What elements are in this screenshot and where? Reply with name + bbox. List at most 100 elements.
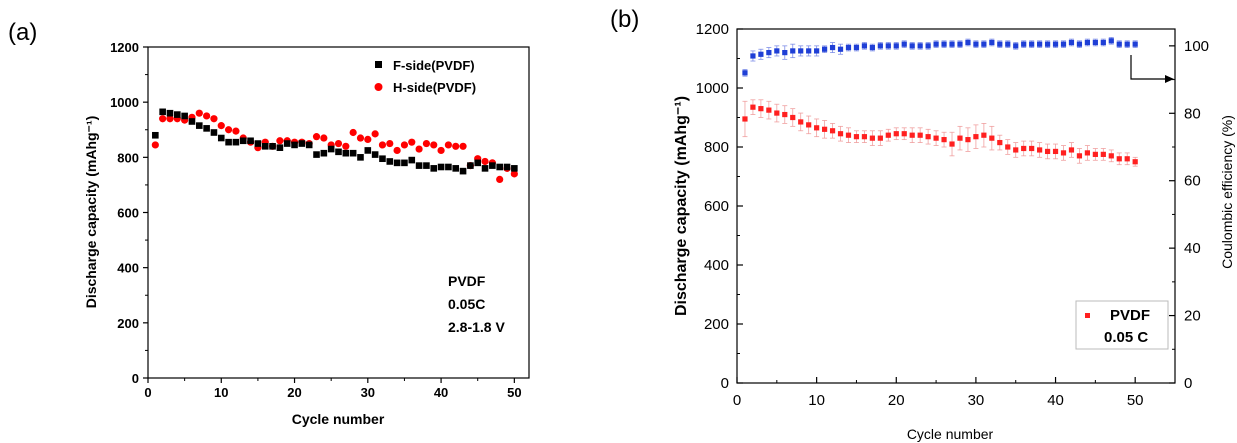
coulombic-efficiency-point (758, 51, 764, 57)
chart-b-x-tick-label: 20 (888, 392, 905, 409)
chart-a-y-tick-label: 800 (117, 150, 139, 165)
coulombic-efficiency-point (861, 43, 868, 49)
coulombic-efficiency-point (957, 41, 963, 47)
f-side-point (401, 159, 408, 167)
f-side-point (225, 138, 232, 146)
coulombic-efficiency-point (814, 48, 820, 54)
chart-b-y-tick-label: 800 (704, 139, 729, 156)
chart-b-y-tick-label: 200 (704, 316, 729, 333)
h-side-point (393, 146, 401, 155)
h-side-point (378, 141, 387, 149)
coulombic-efficiency-point (1124, 41, 1130, 47)
h-side-point (437, 146, 445, 155)
f-side-point (291, 141, 298, 149)
f-side-point (430, 165, 438, 172)
coulombic-efficiency-point (853, 44, 860, 51)
chart-a-x-tick-label: 40 (434, 385, 448, 400)
coulombic-efficiency-point (877, 43, 883, 49)
coulombic-efficiency-point (1116, 41, 1122, 47)
chart-b-x-axis-label: Cycle number (907, 426, 994, 442)
pvdf-capacity-point (806, 122, 812, 128)
coulombic-efficiency-point (933, 41, 939, 47)
pvdf-capacity-point (1084, 150, 1090, 156)
coulombic-efficiency-point (1013, 43, 1019, 49)
f-side-point (188, 118, 196, 125)
h-side-point (386, 139, 394, 148)
coulombic-efficiency-point (869, 44, 875, 51)
coulombic-efficiency-point (885, 43, 891, 49)
f-side-point (195, 122, 203, 129)
f-side-point (283, 140, 291, 147)
f-side-point (489, 162, 496, 169)
h-side-point (356, 134, 365, 142)
pvdf-capacity-point (981, 132, 987, 138)
pvdf-capacity-point (893, 131, 899, 137)
h-side-point (159, 115, 167, 123)
pvdf-capacity-point (901, 131, 907, 137)
h-side-point (312, 133, 321, 141)
f-side-point (313, 151, 320, 158)
pvdf-capacity-point (941, 137, 947, 143)
h-side-point (342, 142, 350, 150)
pvdf-capacity-point (758, 106, 764, 112)
pvdf-capacity-point (766, 107, 772, 113)
annotation-line-3: 2.8-1.8 V (448, 319, 505, 335)
coulombic-efficiency-point (1021, 41, 1027, 47)
h-side-point (203, 112, 211, 120)
chart-a-y-axis-label: Discharge capacity (mAhg⁻¹) (83, 116, 99, 309)
f-side-point (327, 145, 335, 153)
coulombic-efficiency-point (1029, 41, 1035, 47)
coulombic-efficiency-point (949, 41, 955, 47)
chart-b-y-tick-label: 1200 (696, 21, 729, 38)
right-axis-arrowhead (1165, 75, 1174, 83)
coulombic-efficiency-point (822, 46, 828, 52)
coulombic-efficiency-point (798, 48, 804, 54)
coulombic-efficiency-point (766, 50, 772, 56)
chart-b-x-tick-label: 40 (1047, 392, 1064, 409)
pvdf-capacity-point (742, 116, 748, 122)
coulombic-efficiency-point (941, 41, 947, 47)
f-side-point (239, 137, 247, 145)
coulombic-efficiency-point (1044, 41, 1051, 47)
pvdf-capacity-point (997, 139, 1003, 146)
pvdf-capacity-point (814, 125, 820, 131)
f-side-point (217, 134, 225, 142)
legend-label-h-side: H-side(PVDF) (393, 80, 476, 95)
h-side-point (232, 127, 240, 135)
pvdf-capacity-point (1092, 151, 1098, 157)
pvdf-capacity-point (989, 135, 995, 141)
annotation-line-2: 0.05C (448, 296, 485, 312)
pvdf-capacity-point (885, 132, 891, 138)
coulombic-efficiency-point (917, 43, 923, 49)
chart-a-y-tick-label: 1000 (110, 95, 139, 110)
pvdf-capacity-point (877, 135, 883, 141)
f-side-point (320, 149, 328, 157)
legend-marker-f-side (375, 61, 382, 68)
coulombic-efficiency-point (901, 41, 907, 47)
f-side-point (210, 129, 218, 136)
pvdf-capacity-point (750, 104, 756, 110)
coulombic-efficiency-point (925, 43, 931, 49)
f-side-point (298, 140, 306, 147)
legend-label-pvdf: PVDF (1110, 307, 1150, 324)
legend-marker-h-side (374, 83, 383, 91)
chart-b: Cycle number Discharge capacity (mAhg⁻¹)… (673, 21, 1235, 442)
h-side-point (496, 175, 504, 183)
chart-b-y2-tick-label: 40 (1184, 240, 1201, 257)
coulombic-efficiency-point (973, 41, 979, 47)
coulombic-efficiency-point (1037, 41, 1043, 47)
coulombic-efficiency-point (1108, 38, 1114, 44)
f-side-point (305, 141, 313, 149)
chart-b-y-axis-label: Discharge capacity (mAhg⁻¹) (673, 96, 690, 316)
coulombic-efficiency-point (782, 50, 788, 56)
chart-a-y-tick-label: 1200 (110, 40, 139, 55)
chart-b-y2-tick-label: 20 (1184, 308, 1201, 325)
pvdf-capacity-point (845, 132, 852, 138)
pvdf-capacity-point (973, 134, 979, 140)
f-side-point (496, 163, 503, 171)
annotation-line-1: PVDF (448, 273, 486, 289)
chart-b-x-tick-label: 0 (733, 392, 741, 409)
pvdf-capacity-point (861, 134, 868, 140)
pvdf-capacity-point (1108, 153, 1114, 159)
legend-label-rate: 0.05 C (1104, 329, 1148, 346)
